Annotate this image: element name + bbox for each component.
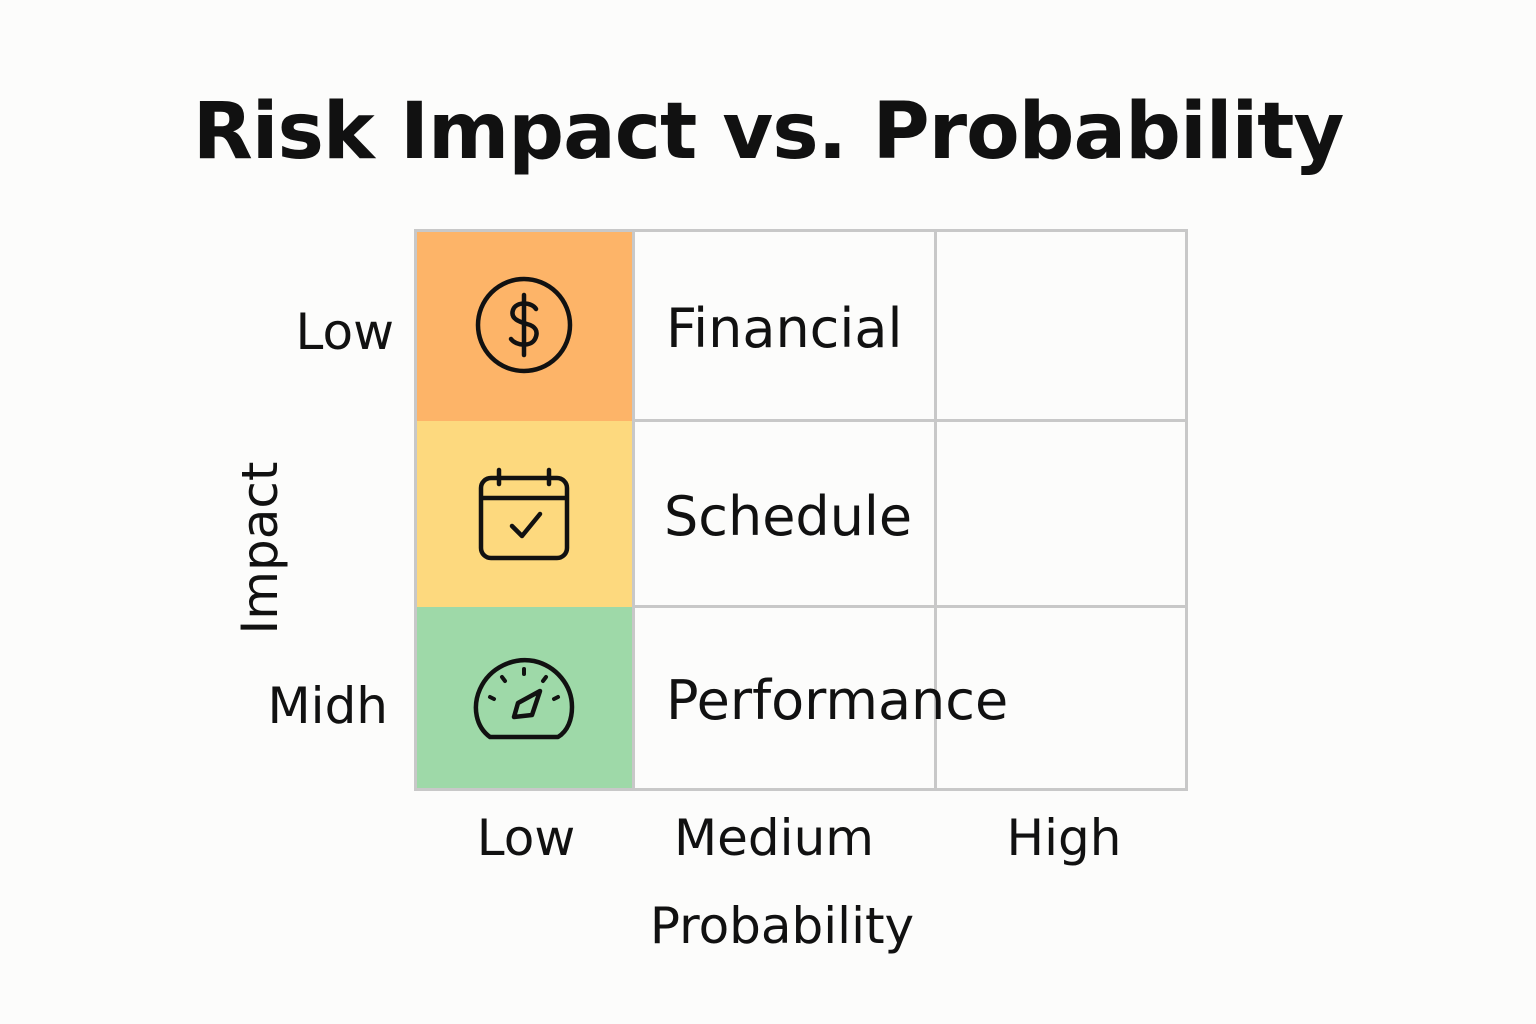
dollar-coin-icon bbox=[414, 229, 633, 421]
x-tick-low: Low bbox=[476, 809, 576, 867]
calendar-check-icon bbox=[414, 421, 633, 607]
row-label-performance: Performance bbox=[666, 669, 1009, 732]
y-axis-title: Impact bbox=[231, 461, 289, 635]
chart-title: Risk Impact vs. Probability bbox=[192, 87, 1345, 177]
row-1-color-cell bbox=[414, 421, 633, 607]
grid-line-top bbox=[414, 229, 1188, 232]
risk-matrix: Financial Schedule Performance bbox=[414, 229, 1188, 791]
x-axis-title: Probability bbox=[649, 897, 915, 955]
row-label-schedule: Schedule bbox=[664, 485, 913, 548]
grid-line-bottom bbox=[414, 788, 1188, 791]
row-label-financial: Financial bbox=[666, 297, 903, 360]
grid-line-col-2 bbox=[934, 229, 937, 791]
grid-line-right bbox=[1185, 229, 1188, 791]
grid-line-left bbox=[414, 229, 417, 791]
y-tick-low: Low bbox=[295, 303, 394, 361]
x-tick-high: High bbox=[1006, 809, 1122, 867]
y-tick-midh: Midh bbox=[267, 677, 388, 735]
grid-line-col-1 bbox=[632, 229, 635, 791]
speedometer-icon bbox=[414, 607, 633, 791]
x-tick-medium: Medium bbox=[674, 809, 874, 867]
grid-line-row-2 bbox=[632, 605, 1188, 608]
grid-line-row-1 bbox=[632, 419, 1188, 422]
